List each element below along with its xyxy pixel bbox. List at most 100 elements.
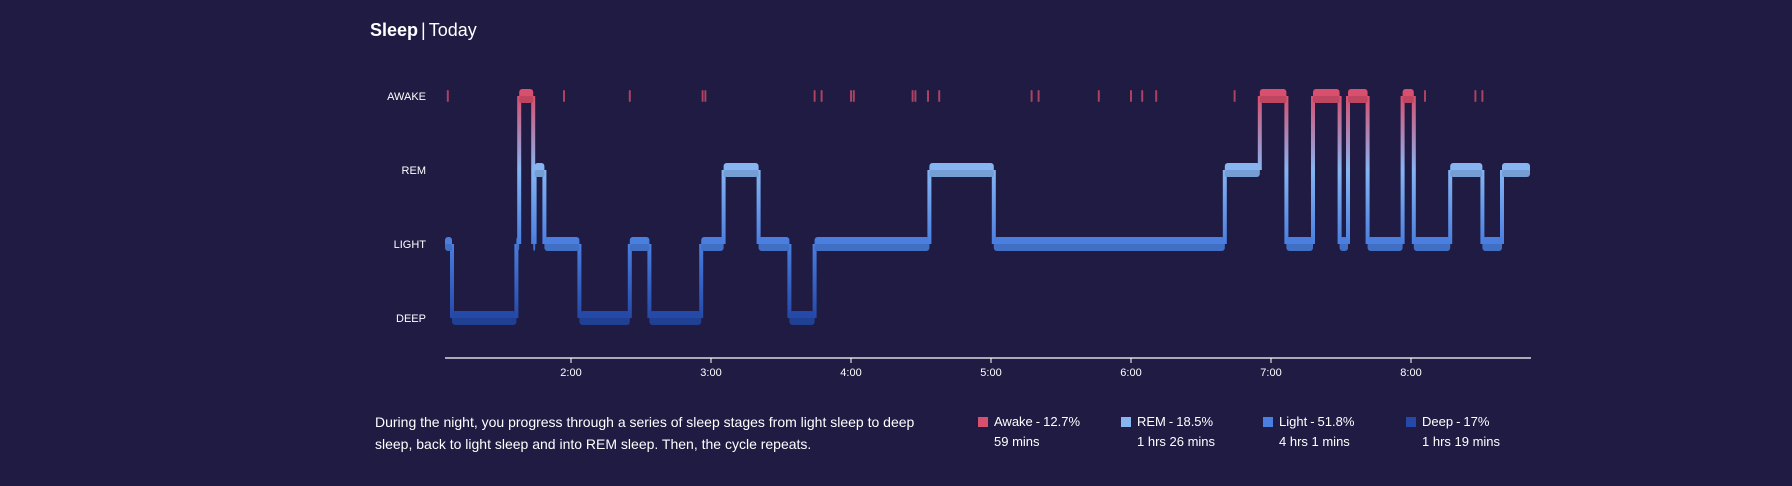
segment-shade	[758, 244, 790, 251]
stage-transition	[721, 170, 726, 244]
segment-shade	[993, 244, 1225, 251]
brief-awakening-mark	[1037, 90, 1040, 102]
brief-awakening-mark	[1097, 90, 1100, 102]
segment-light	[445, 237, 452, 251]
brief-awakening-mark	[563, 90, 565, 102]
stage-transition	[756, 170, 761, 244]
legend-item-header: Light -51.8%	[1263, 412, 1354, 431]
brief-awakening-mark	[701, 90, 704, 102]
brief-awakening-mark	[704, 90, 707, 102]
legend-separator: -	[1168, 414, 1174, 429]
segment-rem	[1502, 163, 1530, 177]
segment-shade	[1402, 96, 1414, 103]
segment-rem	[929, 163, 994, 177]
segment-light	[1413, 237, 1451, 251]
segment-shade	[1339, 244, 1348, 251]
segment-light	[1482, 237, 1502, 251]
segment-awake	[1313, 89, 1340, 103]
legend-duration: 1 hrs 19 mins	[1422, 434, 1501, 449]
segment-awake	[1259, 89, 1287, 103]
x-tick-label: 7:00	[1260, 367, 1281, 379]
stage-transition	[1311, 170, 1315, 244]
sleep-description: During the night, you progress through a…	[375, 414, 915, 452]
segment-shade	[544, 244, 580, 251]
brief-awakening-mark	[1130, 90, 1132, 102]
stage-transition	[542, 170, 547, 244]
stage-transition	[991, 170, 996, 244]
legend-item-header: REM -18.5%	[1121, 412, 1215, 431]
segment-shade	[533, 244, 536, 251]
legend-label: REM	[1137, 414, 1166, 429]
stage-transition	[927, 170, 932, 244]
segment-light	[544, 237, 580, 251]
segment-shade	[723, 170, 759, 177]
stage-transition	[532, 170, 537, 244]
segment-shade	[929, 170, 994, 177]
legend-percent: 17%	[1463, 414, 1490, 429]
legend-duration: 59 mins	[994, 434, 1040, 449]
stage-transition	[1311, 96, 1315, 170]
segment-rem	[723, 163, 759, 177]
stage-transition	[1284, 170, 1289, 244]
stage-transition	[1284, 96, 1289, 170]
segment-shade	[1259, 96, 1287, 103]
stage-transition	[1222, 170, 1227, 244]
stage-transition	[1448, 170, 1453, 244]
brief-awakening-mark	[852, 90, 855, 102]
brief-awakening-mark	[850, 90, 852, 102]
stage-transition	[1365, 170, 1370, 244]
segment-shade	[534, 170, 545, 177]
brief-awakening-mark	[1481, 90, 1484, 102]
segment-awake	[519, 89, 534, 103]
segment-deep	[649, 311, 702, 325]
segment-shade	[629, 244, 650, 251]
stage-transition	[517, 170, 522, 244]
legend-percent: 18.5%	[1176, 414, 1214, 429]
sleep-stages-chart: AWAKE REM LIGHT DEEP 2:00 3:00 4:00 5:00 6:00 7:…	[387, 89, 1531, 379]
segment-awake	[1402, 89, 1414, 103]
page-title: Sleep | Today	[370, 18, 477, 42]
title-separator: |	[421, 20, 426, 40]
stage-transition	[577, 244, 582, 318]
segment-shade	[516, 244, 520, 251]
brief-awakening-mark	[1424, 90, 1426, 102]
segment-shade	[1313, 96, 1340, 103]
segment-shade	[579, 318, 630, 325]
stage-transition	[1346, 170, 1350, 244]
legend-label: Awake	[994, 414, 1033, 429]
brief-awakening-mark	[820, 90, 823, 102]
stage-transition	[1411, 96, 1416, 170]
brief-awakening-mark	[1030, 90, 1033, 102]
segment-shade	[649, 318, 702, 325]
legend-separator: -	[1456, 414, 1461, 429]
segment-light	[1286, 237, 1313, 251]
brief-awakening-mark	[938, 90, 941, 102]
segment-light	[1339, 237, 1348, 251]
segment-shade	[789, 318, 815, 325]
stage-transition	[1411, 170, 1416, 244]
x-tick-label: 3:00	[700, 367, 721, 379]
legend-swatch	[1263, 416, 1273, 427]
brief-awakening-mark	[1233, 90, 1236, 102]
stage-transition	[1257, 96, 1262, 170]
segment-light	[516, 237, 520, 251]
segment-shade	[519, 96, 534, 103]
segment-light	[758, 237, 790, 251]
legend-item-light: Light -51.8% 4 hrs 1 mins	[1263, 412, 1354, 451]
brief-awakening-mark	[1155, 90, 1158, 102]
stage-transition	[450, 244, 454, 318]
brief-awakening-mark	[914, 90, 917, 102]
y-label-light: LIGHT	[394, 239, 427, 251]
legend-duration: 1 hrs 26 mins	[1137, 434, 1216, 449]
segment-shade	[1482, 244, 1502, 251]
segment-shade	[814, 244, 930, 251]
legend-item-awake: Awake -12.7% 59 mins	[978, 412, 1080, 451]
legend-item-header: Awake -12.7%	[978, 412, 1080, 431]
stage-transition	[699, 244, 704, 318]
segment-shade	[445, 244, 452, 251]
segment-rem	[1224, 163, 1260, 177]
stage-transition	[1346, 96, 1350, 170]
stage-transition	[1365, 96, 1370, 170]
segment-shade	[1286, 244, 1313, 251]
segment-deep	[789, 311, 815, 325]
